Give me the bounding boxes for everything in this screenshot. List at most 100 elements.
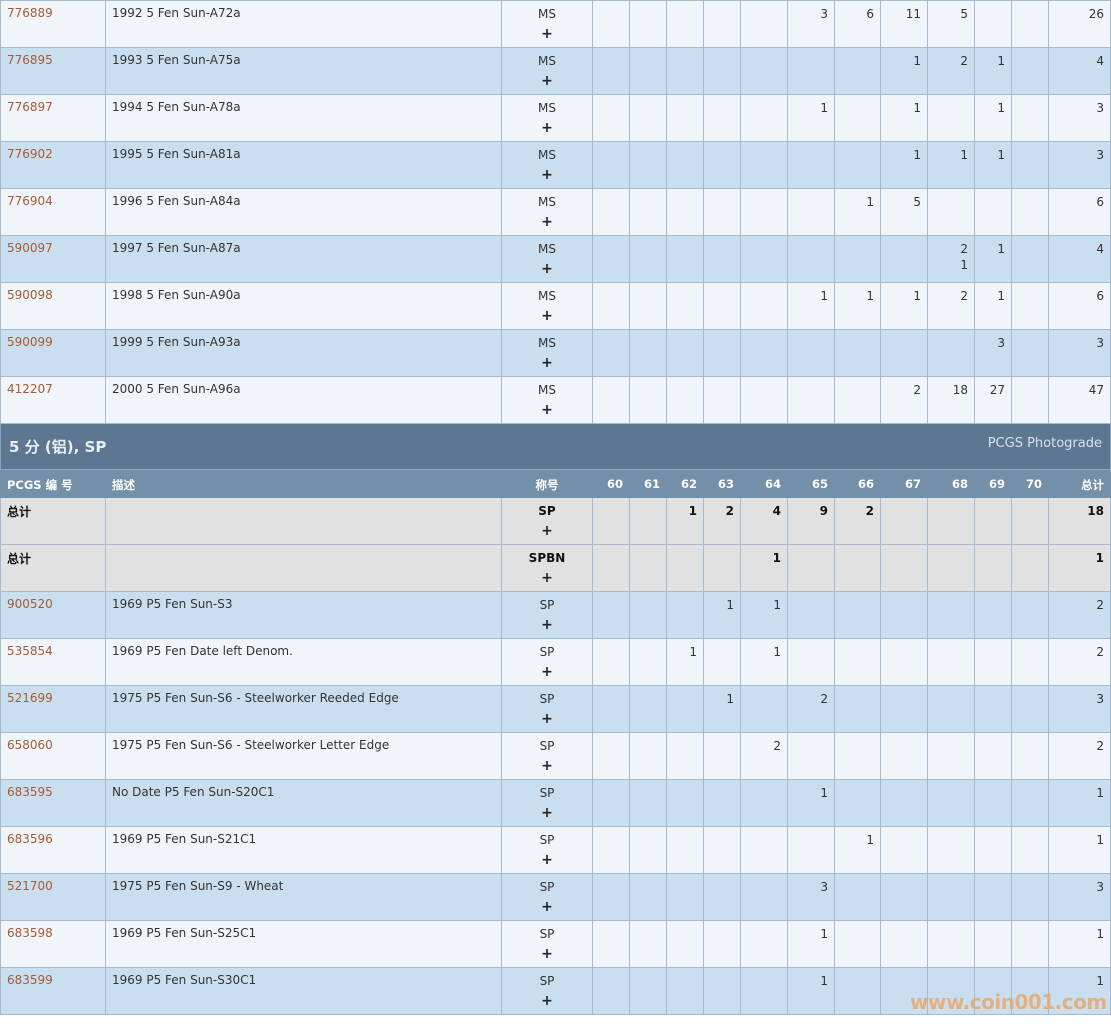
grade-63-count[interactable]: 1 [703,591,741,639]
grade-70-count[interactable] [1011,188,1049,236]
grade-60-count[interactable] [592,282,630,330]
grade-64-count[interactable]: 2 [740,732,788,780]
grade-61-count[interactable] [629,638,667,686]
pcgs-number-link[interactable]: 521700 [7,879,53,893]
grade-66-count[interactable] [834,94,881,142]
plus-icon[interactable]: + [541,402,553,418]
grade-62-count[interactable]: 1 [666,638,704,686]
grade-67-count[interactable] [880,779,928,827]
grade-61-count[interactable] [629,141,667,189]
grade-69-count[interactable] [974,826,1012,874]
pcgs-number-link[interactable]: 776895 [7,53,53,67]
grade-65-count[interactable] [787,235,835,283]
plus-icon[interactable]: + [541,308,553,324]
pcgs-number-link[interactable]: 412207 [7,382,53,396]
grade-62-count[interactable] [666,920,704,968]
grade-67-count[interactable] [880,826,928,874]
grade-68-count[interactable] [927,685,975,733]
grade-63-count[interactable] [703,732,741,780]
grade-60-count[interactable] [592,497,630,545]
grade-68-count[interactable] [927,826,975,874]
grade-60-count[interactable] [592,732,630,780]
pcgs-number-link[interactable]: 776897 [7,100,53,114]
grade-63-count[interactable] [703,188,741,236]
grade-62-count[interactable] [666,141,704,189]
plus-icon[interactable]: + [541,167,553,183]
grade-67-count[interactable] [880,591,928,639]
grade-64-count[interactable] [740,329,788,377]
grade-61-count[interactable] [629,497,667,545]
grade-62-count[interactable] [666,376,704,424]
grade-62-count[interactable] [666,47,704,95]
grade-64-count[interactable] [740,0,788,48]
col-header-grade-65[interactable]: 65 [787,469,835,498]
total-count[interactable]: 2 [1048,732,1111,780]
pcgs-number-link[interactable]: 683595 [7,785,53,799]
grade-62-count[interactable] [666,94,704,142]
grade-62-count[interactable] [666,732,704,780]
grade-69-count[interactable] [974,920,1012,968]
total-count[interactable]: 2 [1048,591,1111,639]
grade-69-count[interactable] [974,591,1012,639]
pcgs-number-link[interactable]: 521699 [7,691,53,705]
grade-60-count[interactable] [592,188,630,236]
grade-68-count[interactable] [927,920,975,968]
col-header-grade-61[interactable]: 61 [629,469,667,498]
grade-69-count[interactable]: 1 [974,94,1012,142]
pcgs-number-link[interactable]: 590097 [7,241,53,255]
grade-64-count[interactable]: 1 [740,591,788,639]
grade-67-count[interactable] [880,732,928,780]
plus-icon[interactable]: + [541,570,553,586]
grade-64-count[interactable] [740,94,788,142]
total-count[interactable]: 3 [1048,685,1111,733]
grade-63-count[interactable] [703,235,741,283]
grade-65-count[interactable] [787,826,835,874]
col-header-grade-63[interactable]: 63 [703,469,741,498]
grade-68-count[interactable] [927,873,975,921]
total-count[interactable]: 6 [1048,188,1111,236]
grade-60-count[interactable] [592,920,630,968]
grade-69-count[interactable]: 1 [974,47,1012,95]
plus-icon[interactable]: + [541,899,553,915]
grade-60-count[interactable] [592,94,630,142]
grade-66-count[interactable] [834,685,881,733]
grade-61-count[interactable] [629,282,667,330]
col-header-grade-60[interactable]: 60 [592,469,630,498]
grade-64-count[interactable]: 4 [740,497,788,545]
grade-68-count[interactable]: 2 [927,282,975,330]
grade-69-count[interactable] [974,188,1012,236]
grade-65-count[interactable] [787,591,835,639]
grade-66-count[interactable] [834,544,881,592]
grade-66-count[interactable] [834,638,881,686]
grade-67-count[interactable]: 2 [880,376,928,424]
grade-70-count[interactable] [1011,282,1049,330]
total-count[interactable]: 3 [1048,141,1111,189]
pcgs-number-link[interactable]: 776889 [7,6,53,20]
total-count[interactable]: 26 [1048,0,1111,48]
plus-icon[interactable]: + [541,523,553,539]
grade-63-count[interactable] [703,638,741,686]
col-header-grade-64[interactable]: 64 [740,469,788,498]
total-count[interactable]: 1 [1048,826,1111,874]
grade-70-count[interactable] [1011,779,1049,827]
grade-70-count[interactable] [1011,497,1049,545]
grade-68-count[interactable]: 2 [927,47,975,95]
grade-60-count[interactable] [592,685,630,733]
grade-64-count[interactable] [740,826,788,874]
grade-61-count[interactable] [629,732,667,780]
grade-60-count[interactable] [592,967,630,1015]
grade-65-count[interactable]: 3 [787,0,835,48]
grade-66-count[interactable] [834,732,881,780]
grade-66-count[interactable] [834,873,881,921]
grade-66-count[interactable] [834,329,881,377]
grade-62-count[interactable] [666,873,704,921]
grade-66-count[interactable] [834,376,881,424]
plus-icon[interactable]: + [541,26,553,42]
grade-68-count[interactable]: 1 [927,141,975,189]
grade-63-count[interactable]: 2 [703,497,741,545]
grade-64-count[interactable] [740,47,788,95]
total-count[interactable]: 3 [1048,873,1111,921]
plus-icon[interactable]: + [541,711,553,727]
grade-66-count[interactable]: 2 [834,497,881,545]
grade-61-count[interactable] [629,544,667,592]
